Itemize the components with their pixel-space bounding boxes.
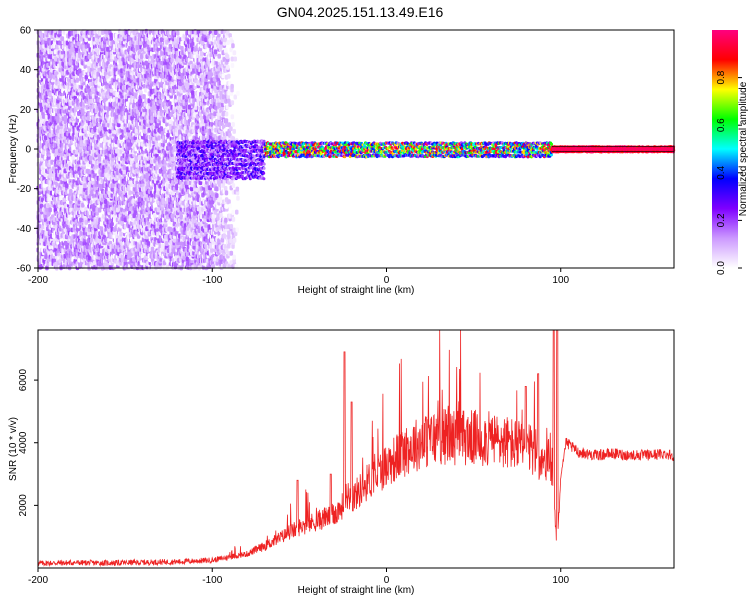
spectrogram-cell: [145, 172, 149, 178]
spectrogram-cell: [65, 244, 69, 250]
spectrogram-cell: [84, 206, 88, 212]
spectrogram-cell: [84, 37, 88, 43]
spectrogram-cell: [54, 148, 59, 154]
spectrogram-cell: [159, 126, 164, 131]
spectrogram-cell: [75, 149, 79, 155]
spectrogram-cell: [65, 40, 70, 46]
spectrogram-cell: [140, 253, 145, 259]
spectrogram-cell: [133, 210, 137, 216]
spectrogram-cell: [58, 40, 62, 46]
spectrogram-cell: [119, 231, 123, 237]
spectrogram-cell: [156, 207, 161, 213]
spectrogram-cell: [48, 207, 52, 213]
spectrogram-cell: [75, 248, 79, 254]
spectrogram-cell: [78, 68, 82, 74]
spectrogram-cell: [87, 61, 91, 67]
spectrogram-cell: [87, 255, 92, 261]
spectrogram-cell: [81, 202, 85, 208]
spectrogram-cell: [122, 165, 127, 170]
spectrogram-cell: [63, 114, 68, 120]
spectrogram-cell: [159, 37, 164, 43]
spectrogram-cell: [150, 246, 155, 252]
spectrogram-cell: [99, 221, 104, 227]
spectrogram-cell: [74, 46, 79, 52]
spectrogram-cell: [54, 261, 58, 267]
spectrogram-cell: [41, 149, 46, 155]
spectrogram-cell: [91, 86, 95, 92]
spectrogram-cell: [88, 223, 92, 229]
spectrogram-cell: [48, 92, 52, 97]
spectrogram-cell: [60, 36, 65, 42]
spectrogram-cell: [86, 43, 90, 49]
spectrogram-cell: [63, 240, 68, 246]
spectrogram-cell: [75, 77, 80, 83]
spectrogram-cell: [56, 115, 60, 121]
spectrogram-cell: [79, 217, 83, 223]
spectrogram-cells: [36, 28, 676, 271]
spectrogram-cell: [157, 135, 161, 141]
spectrogram-cell: [82, 47, 86, 53]
spectrogram-cell: [52, 217, 57, 223]
spectrogram-cell: [164, 241, 169, 246]
spectrogram-cell: [45, 207, 49, 212]
spectrogram-cell: [60, 53, 64, 59]
spectrogram-cell: [86, 115, 90, 121]
spectrogram-cell: [48, 132, 52, 138]
spectrogram-cell: [152, 202, 157, 208]
spectrogram-cell: [109, 32, 113, 38]
spectrogram-cell: [71, 47, 75, 53]
spectrogram-cell: [63, 119, 68, 125]
spectrogram-cell: [73, 29, 78, 35]
spectrogram-cell: [65, 183, 69, 188]
spectrogram-cell: [103, 199, 108, 204]
figure-title: GN04.2025.151.13.49.E16: [277, 4, 444, 20]
spectrogram-cell: [84, 74, 88, 80]
spectrogram-cell: [83, 183, 87, 189]
spectrogram-cell: [43, 135, 48, 141]
spectrogram-cell: [59, 195, 63, 201]
spectrogram-cell: [71, 144, 75, 150]
spectrogram-cell: [49, 250, 53, 256]
spectrogram-cell: [142, 94, 146, 100]
spectrogram-cell: [146, 240, 151, 246]
spectrogram-cell: [69, 189, 73, 194]
spectrogram-cell: [37, 224, 42, 229]
spectrogram-cell: [58, 29, 62, 35]
